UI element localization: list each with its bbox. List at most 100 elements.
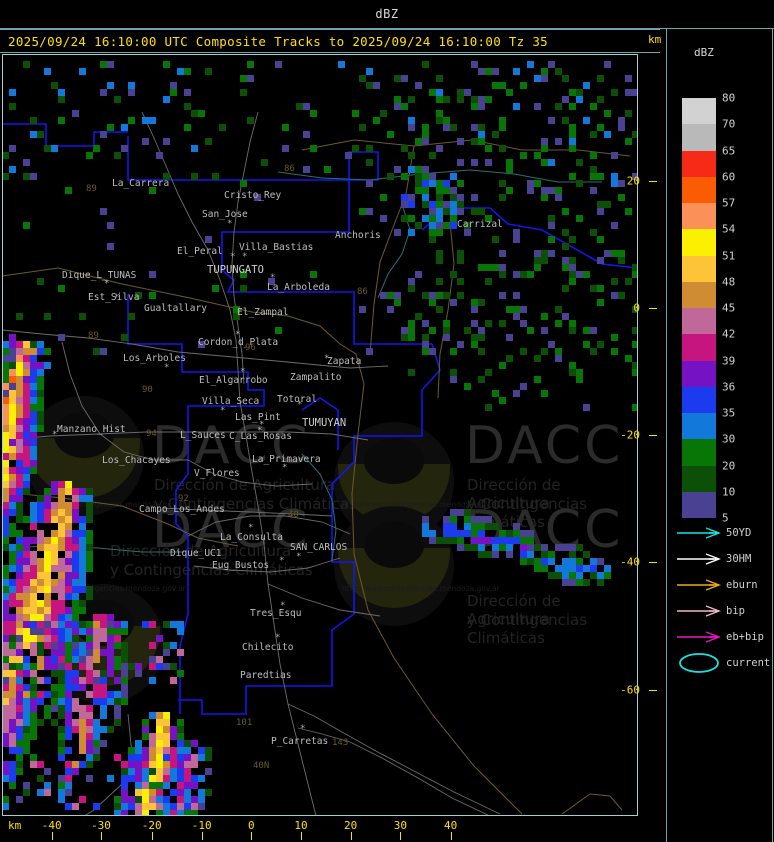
radar-echo-cell xyxy=(436,96,443,103)
legend-row[interactable]: bip xyxy=(676,598,774,624)
radar-echo-cell xyxy=(569,103,576,110)
radar-echo-cell xyxy=(114,712,121,719)
radar-echo-cell xyxy=(471,306,478,313)
radar-echo-cell xyxy=(37,383,44,390)
colorbar-band[interactable] xyxy=(682,491,716,518)
radar-echo-cell xyxy=(534,355,541,362)
colorbar-band[interactable] xyxy=(682,281,716,308)
radar-echo-cell xyxy=(16,768,23,775)
radar-echo-cell xyxy=(380,215,387,222)
radar-echo-cell xyxy=(436,222,443,229)
radar-echo-cell xyxy=(100,89,107,96)
colorbar-band[interactable] xyxy=(682,334,716,361)
radar-echo-cell xyxy=(436,194,443,201)
map-town-marker-icon: * xyxy=(220,406,226,416)
map-town-marker-icon: * xyxy=(296,552,302,562)
radar-echo-cell xyxy=(191,173,198,180)
radar-echo-cell xyxy=(149,117,156,124)
radar-echo-cell xyxy=(16,411,23,418)
radar-echo-cell xyxy=(548,341,555,348)
radar-echo-cell xyxy=(9,530,16,537)
radar-echo-cell xyxy=(583,551,590,558)
radar-echo-cell xyxy=(156,789,163,796)
radar-echo-cell xyxy=(450,530,457,537)
radar-echo-cell xyxy=(79,313,86,320)
radar-echo-cell xyxy=(2,628,9,635)
radar-echo-cell xyxy=(576,159,583,166)
radar-echo-cell xyxy=(9,509,16,516)
legend-row[interactable]: eb+bip xyxy=(676,624,774,650)
radar-echo-cell xyxy=(513,306,520,313)
radar-echo-cell xyxy=(2,516,9,523)
radar-echo-cell xyxy=(37,628,44,635)
colorbar-band[interactable] xyxy=(682,150,716,177)
radar-echo-cell xyxy=(79,726,86,733)
radar-echo-cell xyxy=(527,544,534,551)
legend-row[interactable]: eburn xyxy=(676,572,774,598)
radar-echo-cell xyxy=(583,82,590,89)
radar-echo-cell xyxy=(457,96,464,103)
radar-echo-cell xyxy=(548,551,555,558)
radar-echo-cell xyxy=(177,726,184,733)
radar-echo-cell xyxy=(422,61,429,68)
radar-echo-cell xyxy=(37,663,44,670)
radar-echo-cell xyxy=(429,292,436,299)
colorbar-band[interactable] xyxy=(682,439,716,466)
radar-echo-cell xyxy=(107,649,114,656)
map-town-marker-icon: * xyxy=(242,252,248,262)
radar-echo-cell xyxy=(51,516,58,523)
radar-echo-cell xyxy=(590,173,597,180)
colorbar-band[interactable] xyxy=(682,360,716,387)
radar-echo-cell xyxy=(37,404,44,411)
radar-echo-cell xyxy=(2,355,9,362)
radar-echo-cell xyxy=(597,201,604,208)
radar-echo-cell xyxy=(107,635,114,642)
radar-echo-cell xyxy=(625,355,632,362)
radar-echo-cell xyxy=(632,369,638,376)
radar-echo-cell xyxy=(436,201,443,208)
colorbar-band[interactable] xyxy=(682,465,716,492)
radar-echo-cell xyxy=(149,271,156,278)
colorbar-band[interactable] xyxy=(682,229,716,256)
radar-echo-cell xyxy=(2,376,9,383)
colorbar-swatches[interactable] xyxy=(682,98,716,518)
radar-echo-cell xyxy=(121,810,128,816)
radar-echo-cell xyxy=(100,348,107,355)
radar-echo-cell xyxy=(436,250,443,257)
radar-echo-cell xyxy=(9,467,16,474)
radar-echo-cell xyxy=(163,803,170,810)
radar-echo-cell xyxy=(177,747,184,754)
colorbar-band[interactable] xyxy=(682,124,716,151)
radar-echo-cell xyxy=(37,516,44,523)
radar-echo-cell xyxy=(100,698,107,705)
colorbar-band[interactable] xyxy=(682,98,716,125)
radar-echo-cell xyxy=(513,229,520,236)
radar-echo-cell xyxy=(9,145,16,152)
radar-echo-cell xyxy=(16,754,23,761)
radar-plot-area[interactable]: DACC Dirección de Agricultura y Continge… xyxy=(2,54,638,816)
radar-echo-cell xyxy=(450,516,457,523)
radar-echo-cell xyxy=(2,369,9,376)
radar-echo-cell xyxy=(205,138,212,145)
radar-echo-cell xyxy=(513,68,520,75)
radar-echo-cell xyxy=(65,642,72,649)
radar-echo-cell xyxy=(429,348,436,355)
colorbar-band[interactable] xyxy=(682,308,716,335)
legend-row[interactable]: 30HM xyxy=(676,546,774,572)
colorbar-band[interactable] xyxy=(682,413,716,440)
radar-echo-cell xyxy=(366,82,373,89)
colorbar-band[interactable] xyxy=(682,203,716,230)
map-route-number-label: 90 xyxy=(142,385,153,395)
radar-echo-cell xyxy=(212,173,219,180)
colorbar-band[interactable] xyxy=(682,255,716,282)
colorbar-band[interactable] xyxy=(682,386,716,413)
radar-echo-cell xyxy=(2,649,9,656)
colorbar-band[interactable] xyxy=(682,176,716,203)
radar-echo-cell xyxy=(37,698,44,705)
legend-row[interactable]: 50YD xyxy=(676,520,774,546)
radar-echo-cell xyxy=(72,803,79,810)
legend-row[interactable]: current xyxy=(676,650,774,676)
radar-echo-cell xyxy=(23,635,30,642)
radar-echo-cell xyxy=(163,712,170,719)
x-axis-tick xyxy=(350,832,352,840)
